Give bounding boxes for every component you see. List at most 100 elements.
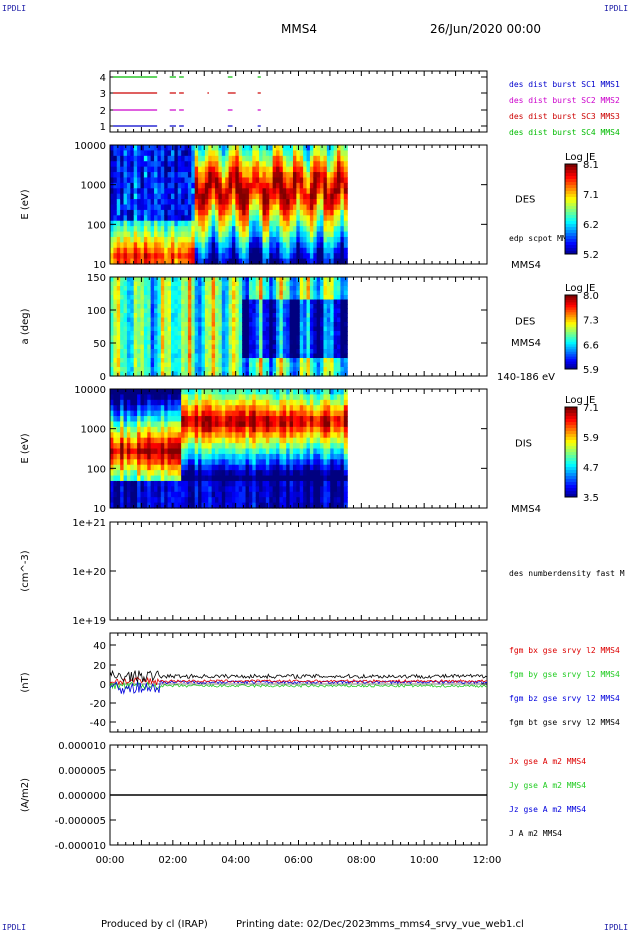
heatmap-cell (282, 416, 287, 423)
heatmap-cell (326, 236, 331, 243)
heatmap-cell (309, 322, 314, 328)
heatmap-cell (211, 394, 216, 401)
heatmap-cell (326, 480, 331, 487)
heatmap-cell (313, 199, 318, 206)
heatmap-cell (147, 308, 152, 314)
heatmap-cell (130, 353, 135, 359)
heatmap-cell (248, 453, 253, 460)
heatmap-cell (133, 299, 138, 305)
heatmap-cell (320, 304, 325, 310)
heatmap-cell (204, 349, 209, 355)
heatmap-cell (245, 247, 250, 254)
heatmap-cell (299, 426, 304, 433)
heatmap-cell (120, 443, 125, 450)
heatmap-cell (289, 155, 294, 162)
heatmap-cell (269, 410, 274, 417)
heatmap-cell (164, 172, 169, 179)
heatmap-cell (252, 421, 257, 428)
heatmap-cell (326, 389, 331, 396)
heatmap-cell (204, 199, 209, 206)
heatmap-cell (231, 443, 236, 450)
heatmap-cell (208, 161, 213, 168)
heatmap-cell (120, 448, 125, 455)
heatmap-cell (150, 199, 155, 206)
heatmap-cell (198, 231, 203, 238)
colorbar-cell (565, 197, 577, 201)
heatmap-cell (123, 155, 128, 162)
heatmap-cell (343, 247, 348, 254)
heatmap-cell (299, 371, 304, 377)
heatmap-cell (299, 399, 304, 406)
heatmap-cell (343, 286, 348, 292)
heatmap-cell (320, 236, 325, 243)
heatmap-cell (143, 145, 148, 152)
heatmap-cell (215, 470, 220, 477)
heatmap-cell (265, 304, 270, 310)
heatmap-cell (245, 304, 250, 310)
heatmap-cell (150, 335, 155, 341)
heatmap-cell (208, 242, 213, 249)
heatmap-cell (120, 172, 125, 179)
heatmap-cell (313, 204, 318, 211)
heatmap-cell (333, 304, 338, 310)
heatmap-cell (238, 172, 243, 179)
heatmap-cell (147, 394, 152, 401)
heatmap-cell (333, 475, 338, 482)
heatmap-cell (143, 448, 148, 455)
heatmap-cell (282, 161, 287, 168)
heatmap-cell (201, 437, 206, 444)
heatmap-cell (340, 172, 345, 179)
heatmap-cell (225, 317, 230, 323)
heatmap-cell (252, 491, 257, 498)
heatmap-cell (272, 172, 277, 179)
heatmap-cell (272, 290, 277, 296)
heatmap-cell (259, 362, 264, 368)
heatmap-cell (113, 308, 118, 314)
heatmap-cell (187, 166, 192, 173)
heatmap-cell (174, 362, 179, 368)
heatmap-cell (303, 416, 308, 423)
heatmap-cell (167, 258, 172, 265)
heatmap-cell (259, 182, 264, 189)
heatmap-cell (282, 308, 287, 314)
heatmap-cell (289, 394, 294, 401)
heatmap-cell (309, 371, 314, 377)
heatmap-cell (286, 349, 291, 355)
heatmap-cell (211, 215, 216, 222)
heatmap-cell (313, 432, 318, 439)
heatmap-cell (143, 286, 148, 292)
heatmap-cell (313, 313, 318, 319)
heatmap-cell (252, 155, 257, 162)
heatmap-cell (279, 470, 284, 477)
heatmap-cell (343, 231, 348, 238)
heatmap-cell (235, 470, 240, 477)
heatmap-cell (286, 295, 291, 301)
heatmap-cell (231, 437, 236, 444)
heatmap-cell (279, 258, 284, 265)
heatmap-cell (265, 242, 270, 249)
heatmap-cell (194, 145, 199, 152)
heatmap-cell (164, 286, 169, 292)
heatmap-cell (198, 448, 203, 455)
heatmap-cell (116, 182, 121, 189)
heatmap-cell (299, 220, 304, 227)
heatmap-cell (137, 290, 142, 296)
heatmap-cell (279, 475, 284, 482)
heatmap-cell (292, 399, 297, 406)
heatmap-cell (164, 486, 169, 493)
heatmap-cell (228, 459, 233, 466)
heatmap-cell (323, 145, 328, 152)
heatmap-cell (337, 317, 342, 323)
heatmap-cell (279, 459, 284, 466)
heatmap-cell (333, 253, 338, 260)
colorbar-cell (565, 191, 577, 195)
heatmap-cell (272, 236, 277, 243)
heatmap-cell (164, 371, 169, 377)
heatmap-cell (231, 161, 236, 168)
heatmap-cell (120, 286, 125, 292)
heatmap-cell (235, 335, 240, 341)
heatmap-cell (343, 335, 348, 341)
heatmap-cell (137, 177, 142, 184)
heatmap-cell (154, 177, 159, 184)
heatmap-cell (272, 432, 277, 439)
